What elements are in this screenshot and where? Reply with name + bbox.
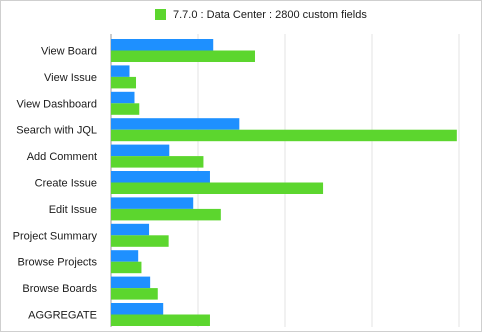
legend-label: 7.7.0 : Data Center : 2800 custom fields: [173, 9, 367, 21]
bar: [111, 314, 210, 326]
bar: [111, 303, 164, 315]
bar: [111, 103, 140, 115]
bar: [111, 65, 130, 77]
bar: [111, 223, 150, 236]
bar: [111, 156, 204, 168]
bar: [111, 50, 255, 62]
category-label: Browse Boards: [22, 283, 97, 295]
bars: [111, 39, 457, 326]
x-tick-label: 800: [277, 330, 294, 331]
bar: [111, 171, 210, 183]
category-label: Create Issue: [35, 178, 97, 190]
x-tick-labels: 0 400 800 1200 1600: [108, 330, 470, 331]
x-tick-label: 1600: [448, 330, 471, 331]
bar: [111, 39, 214, 51]
category-label: Add Comment: [27, 151, 97, 163]
category-label: View Issue: [44, 72, 97, 84]
x-tick-label: 400: [190, 330, 207, 331]
x-tick-label: 1200: [361, 330, 384, 331]
bar: [111, 182, 324, 194]
bar: [111, 235, 169, 247]
bar: [111, 144, 170, 157]
category-label: Edit Issue: [49, 204, 97, 216]
bar: [111, 129, 457, 142]
bar: [111, 118, 240, 130]
x-tick-label: 0: [108, 330, 114, 331]
bar: [111, 91, 135, 104]
bar: [111, 261, 142, 274]
bar: [111, 197, 194, 209]
category-label: Search with JQL: [16, 125, 97, 137]
category-label: View Dashboard: [16, 98, 97, 110]
category-label: AGGREGATE: [28, 310, 97, 322]
legend-swatch: [155, 9, 166, 20]
bar: [111, 250, 139, 262]
bar: [111, 288, 158, 300]
legend: 7.7.0 : Data Center : 2800 custom fields: [155, 9, 367, 21]
bar: [111, 208, 221, 221]
category-label: Project Summary: [13, 230, 98, 242]
bar: [111, 76, 137, 89]
category-label: View Board: [41, 46, 97, 58]
category-label: Browse Projects: [18, 257, 98, 269]
bar: [111, 276, 151, 289]
category-labels: View Board View Issue View Dashboard Search…: [13, 46, 98, 322]
